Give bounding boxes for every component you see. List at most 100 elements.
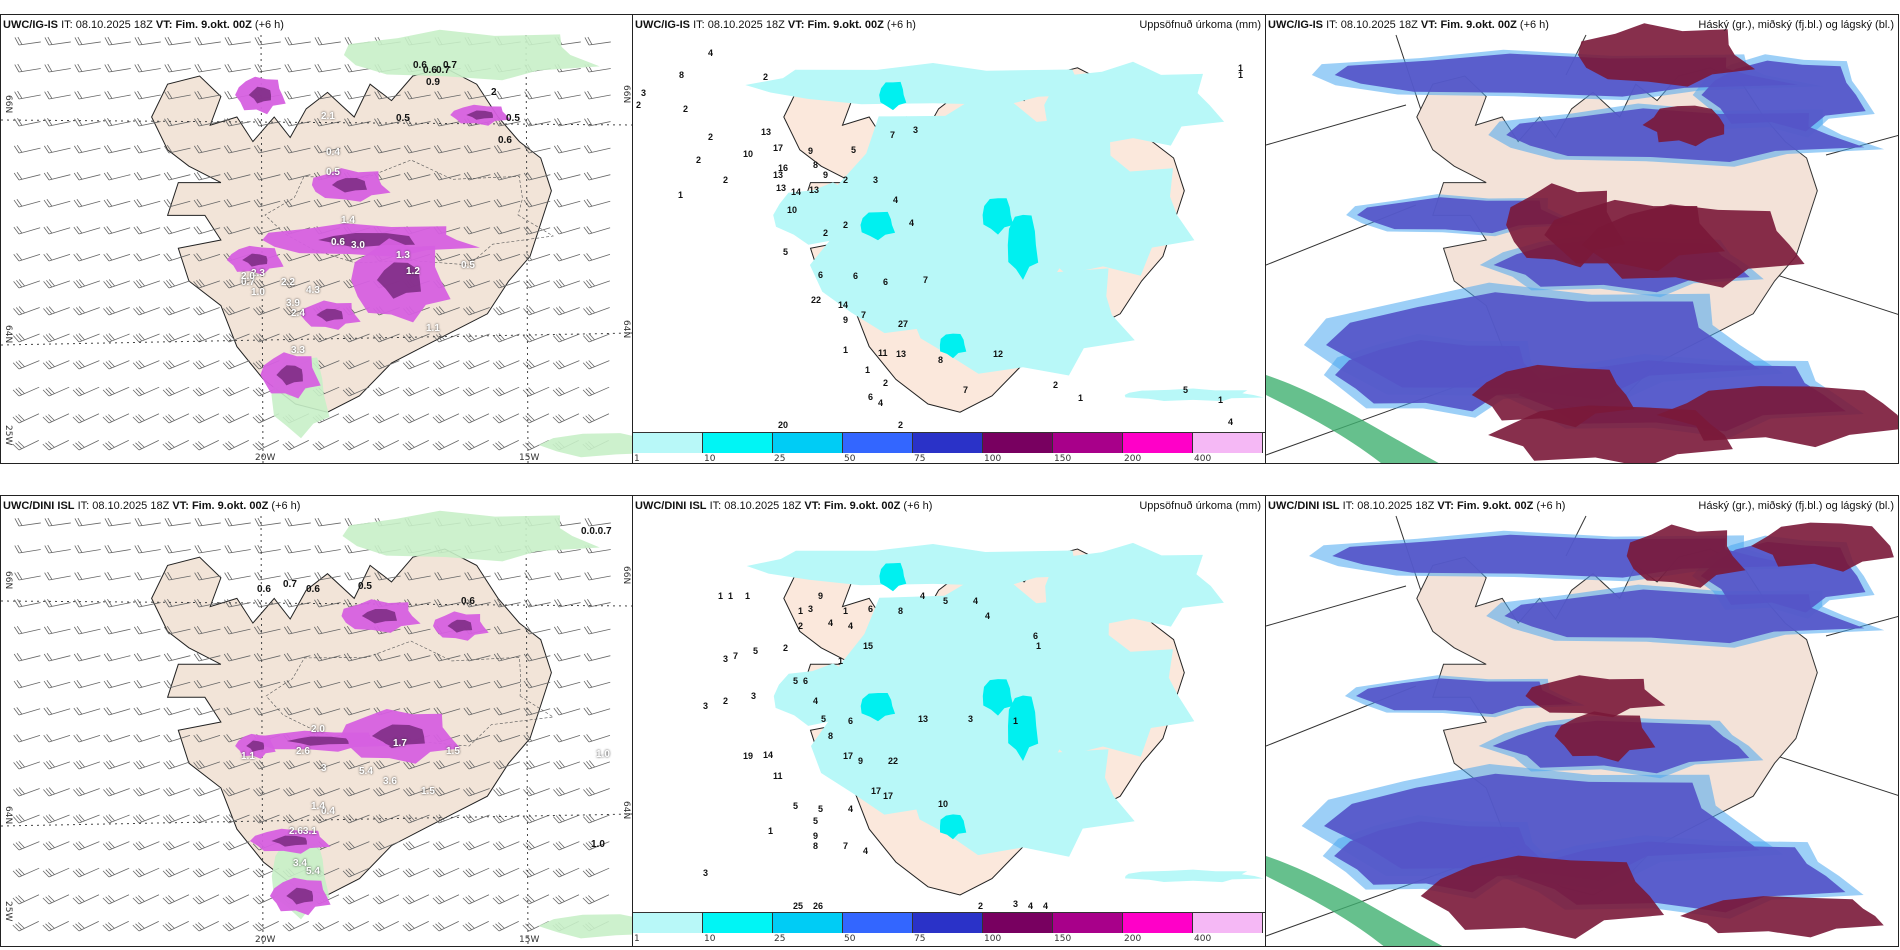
precip-value-label-magenta: 2.1 — [321, 111, 335, 122]
wind-barb — [254, 571, 281, 581]
lat-label-64n-left: 64N — [3, 325, 13, 344]
wind-barb — [283, 144, 311, 154]
high-cloud-area — [1680, 896, 1884, 938]
lon-label-25w-left: 25W — [3, 425, 13, 446]
light-precip-green — [538, 914, 632, 939]
wind-barb — [192, 413, 220, 424]
wind-barb — [432, 920, 459, 932]
wind-barb — [254, 544, 281, 554]
wind-barb — [374, 571, 401, 581]
precip-accum-label: 1 — [843, 606, 849, 616]
wind-barb — [464, 598, 491, 608]
precip-accum-label: 2 — [723, 696, 729, 706]
wind-barb — [132, 360, 160, 370]
wind-barb — [132, 841, 160, 851]
wind-barb — [222, 894, 250, 905]
wind-barb — [402, 439, 429, 451]
wind-barb — [223, 787, 250, 797]
wind-barb — [104, 90, 131, 100]
precip-accum-label: 1 — [1238, 70, 1244, 80]
wind-barb — [44, 36, 71, 46]
wind-barb — [462, 439, 489, 451]
precip-accum-label: 4 — [708, 48, 714, 58]
precip-value-label-magenta: 0.4 — [326, 147, 340, 158]
precip-core-dark — [376, 262, 421, 299]
precip-value-label-magenta: 1.3 — [396, 250, 410, 261]
wind-barb — [224, 36, 251, 46]
precip-value-label-magenta: 4.3 — [306, 285, 320, 296]
colorbar-swatch — [703, 433, 773, 453]
wind-barb — [253, 653, 281, 662]
precip-accum-label: 2 — [708, 132, 714, 142]
precip-value-label-magenta: 2.0 — [311, 724, 325, 735]
precip-core-dark — [371, 724, 425, 749]
panel-bottom-middle-accum-precip: UWC/DINI ISL IT: 08.10.2025 18Z VT: Fim.… — [632, 495, 1266, 947]
wind-barb — [372, 413, 400, 424]
wind-barb — [164, 517, 191, 527]
precip-accum-label: 1 — [1218, 395, 1224, 405]
wind-barb — [134, 36, 161, 46]
precip-accum-label: 19 — [743, 751, 754, 761]
light-precip-area — [1045, 542, 1224, 627]
colorbar-tick-label: 25 — [774, 934, 786, 944]
vt-label: VT: Fim. 9.okt. 00Z — [155, 19, 252, 31]
colorbar-swatch — [633, 433, 703, 453]
high-cloud-area — [1582, 204, 1805, 288]
wind-barb — [344, 544, 371, 554]
wind-barb — [223, 306, 250, 316]
wind-barb — [223, 680, 251, 689]
wind-barb — [434, 571, 461, 581]
wind-barb — [163, 707, 191, 716]
wind-barb — [103, 333, 130, 343]
lat-label-66n-right: 66N — [621, 85, 631, 104]
precip-accum-label: 4 — [863, 846, 869, 856]
wind-barb — [583, 760, 610, 770]
wind-barb — [103, 653, 131, 662]
moderate-precip-area — [982, 198, 1014, 235]
colorbar-swatch — [983, 433, 1053, 453]
light-precip-area — [1044, 61, 1225, 146]
precip-accum-label: 10 — [743, 149, 754, 159]
precip-value-label-green: 1.0 — [591, 839, 605, 850]
wind-barb — [344, 63, 371, 73]
wind-barb — [402, 841, 430, 851]
precip-value-label-magenta: 2.4 — [291, 308, 305, 319]
wind-barb — [103, 760, 130, 770]
precip-value-label-magenta: 1.0 — [596, 749, 610, 760]
colorbar-tick-label: 50 — [844, 454, 856, 464]
wind-barb — [343, 680, 371, 689]
it-label: IT: — [1326, 19, 1338, 31]
precip-accum-label: 2 — [683, 104, 689, 114]
wind-barb — [42, 439, 69, 451]
wind-barb — [584, 517, 611, 527]
wind-barb — [12, 867, 40, 878]
map-top-middle — [745, 61, 1264, 413]
wind-barb — [493, 787, 520, 797]
wind-barb — [133, 144, 161, 154]
wind-barb — [312, 920, 339, 932]
wind-barb — [43, 306, 70, 316]
wind-barb — [74, 117, 101, 127]
precip-accum-label: 1 — [843, 345, 849, 355]
wind-barb — [162, 439, 189, 451]
lead-time: (+6 h) — [271, 500, 301, 512]
wind-barb — [73, 680, 101, 689]
map-top-left — [1, 29, 632, 463]
wind-barb — [553, 306, 580, 316]
precip-accum-label: 17 — [883, 791, 894, 801]
panel-top-left-wind-precip: UWC/IG-IS IT: 08.10.2025 18Z VT: Fim. 9.… — [0, 14, 633, 464]
wind-barb — [492, 920, 519, 932]
vt-label: VT: Fim. 9.okt. 00Z — [1437, 500, 1534, 512]
wind-barb — [74, 598, 101, 608]
colorbar-tick-label: 50 — [844, 934, 856, 944]
wind-barb — [282, 439, 309, 451]
wind-barb — [373, 787, 400, 797]
wind-barb — [284, 36, 311, 46]
wind-barb — [583, 253, 611, 262]
wind-barb — [554, 90, 581, 100]
wind-barb — [553, 814, 580, 824]
wind-barb — [223, 144, 251, 154]
high-cloud-area — [1488, 405, 1733, 463]
wind-barb — [433, 333, 460, 343]
wind-barb — [402, 413, 430, 424]
